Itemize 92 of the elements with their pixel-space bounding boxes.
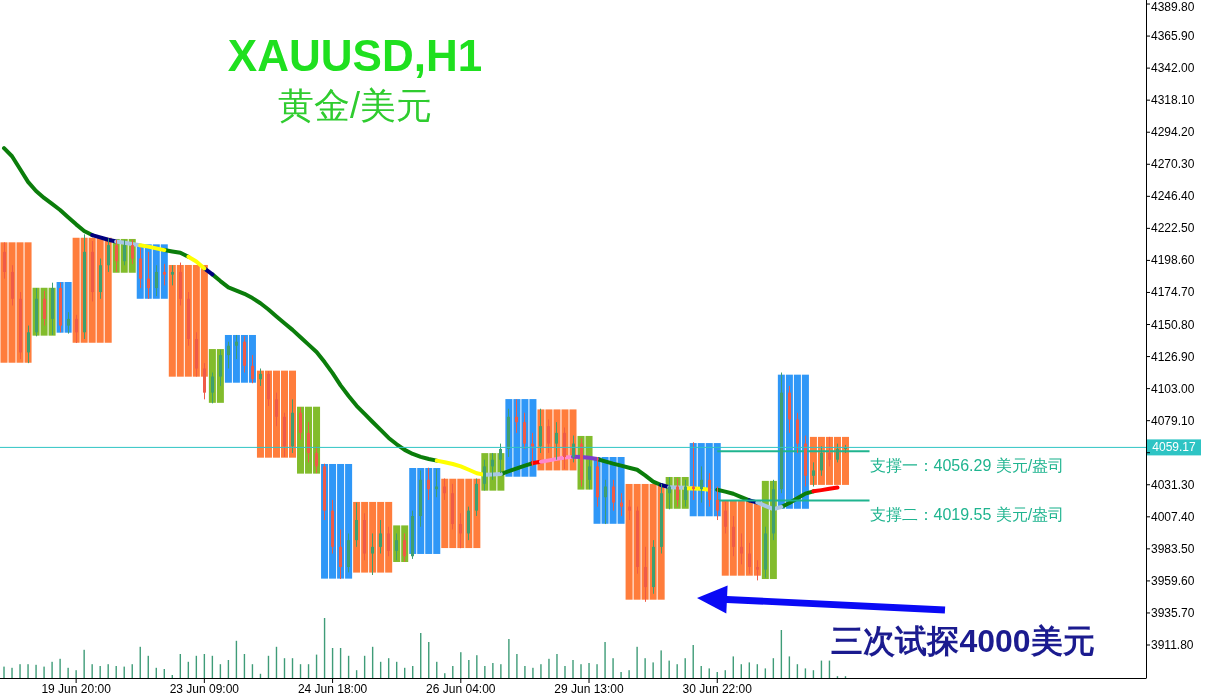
candlestick	[443, 477, 446, 501]
candlestick	[155, 264, 158, 297]
candlestick	[227, 341, 230, 369]
x-tick-label: 26 Jun 04:00	[426, 682, 496, 695]
candlestick	[644, 546, 647, 603]
candlestick	[299, 406, 302, 441]
y-tick-label: 4079.10	[1151, 413, 1195, 428]
candlestick	[820, 445, 823, 477]
x-tick-label: 30 Jun 22:00	[682, 682, 753, 695]
candlestick	[459, 512, 462, 549]
y-tick-label: 3983.50	[1151, 541, 1195, 556]
candlestick	[139, 247, 142, 289]
candlestick	[539, 408, 542, 454]
y-tick-label: 4318.10	[1151, 93, 1195, 108]
candlestick	[3, 241, 6, 280]
candlestick	[716, 486, 719, 521]
candlestick	[387, 526, 390, 557]
y-tick-label: 4246.40	[1151, 189, 1195, 204]
series-label: 支撑一：4056.29 美元/盎司	[869, 456, 1065, 474]
y-tick-label: 3935.70	[1151, 605, 1195, 620]
candlestick	[147, 251, 150, 300]
candlestick	[700, 465, 703, 504]
candlestick	[171, 264, 174, 286]
candlestick	[620, 492, 623, 517]
candlestick	[628, 499, 631, 521]
candlestick	[483, 459, 486, 492]
text: 黄金/美元	[277, 84, 433, 126]
y-tick-label: 4150.80	[1151, 317, 1195, 332]
candlestick	[732, 515, 735, 557]
candlestick	[724, 500, 727, 534]
candlestick	[371, 532, 374, 576]
candlestick	[131, 239, 134, 265]
candlestick	[828, 436, 831, 467]
candlestick	[427, 467, 430, 501]
candlestick	[756, 559, 759, 581]
candlestick	[315, 445, 318, 474]
candlestick	[275, 392, 278, 427]
y-tick-label: 3959.60	[1151, 573, 1195, 588]
candlestick	[604, 479, 607, 525]
candlestick	[491, 452, 494, 481]
candlestick	[211, 372, 214, 404]
candlestick	[748, 542, 751, 575]
y-tick-label: 3911.80	[1151, 638, 1194, 653]
candlestick	[67, 311, 70, 335]
candlestick	[123, 239, 126, 266]
candlestick	[251, 354, 254, 384]
candlestick	[499, 443, 502, 474]
candlestick	[339, 528, 342, 580]
candlestick	[523, 412, 526, 450]
y-tick-label: 4294.20	[1151, 125, 1195, 140]
y-tick-label: 4222.50	[1151, 221, 1195, 236]
candlestick	[588, 459, 591, 490]
y-tick-label: 4270.30	[1151, 157, 1195, 172]
x-tick-label: 19 Jun 20:00	[41, 682, 112, 695]
candlestick	[612, 479, 615, 512]
candlestick	[395, 532, 398, 561]
y-tick-label: 4342.00	[1151, 61, 1195, 76]
candlestick	[75, 314, 78, 344]
candlestick	[572, 435, 575, 463]
candlestick	[812, 461, 815, 488]
y-tick-label: 4007.40	[1151, 509, 1195, 524]
annotation: 三次试探4000美元	[831, 623, 1095, 659]
candlestick	[379, 519, 382, 555]
x-tick-label: 24 Jun 18:00	[297, 682, 368, 695]
candlestick	[27, 325, 30, 364]
y-tick-label: 4103.00	[1151, 381, 1195, 396]
x-tick-label: 29 Jun 13:00	[554, 682, 625, 695]
y-tick-label: 4031.30	[1151, 477, 1195, 492]
y-tick-label: 4198.60	[1151, 253, 1195, 268]
candlestick	[547, 418, 550, 454]
candlestick	[307, 421, 310, 463]
x-tick-label: 23 Jun 09:00	[169, 682, 240, 695]
candlestick	[163, 263, 166, 286]
candlestick	[107, 237, 110, 273]
y-tick-label: 4365.90	[1151, 29, 1195, 44]
candlestick	[235, 334, 238, 360]
candlestick	[219, 349, 222, 387]
candlestick	[708, 472, 711, 508]
text: XAUUSD,H1	[227, 30, 483, 80]
candlestick	[403, 532, 406, 563]
series-label: 支撑二：4019.55 美元/盎司	[869, 506, 1065, 524]
ref-line-label: 4059.17	[1152, 440, 1197, 455]
candlestick	[355, 502, 358, 548]
candlestick	[740, 532, 743, 565]
candlestick	[836, 443, 839, 463]
candlestick	[43, 290, 46, 327]
candlestick	[467, 506, 470, 541]
y-tick-label: 4174.70	[1151, 285, 1195, 300]
y-tick-label: 4126.90	[1151, 349, 1195, 364]
candlestick	[555, 421, 558, 461]
y-tick-label: 4389.80	[1151, 0, 1195, 14]
candlestick	[515, 398, 518, 434]
